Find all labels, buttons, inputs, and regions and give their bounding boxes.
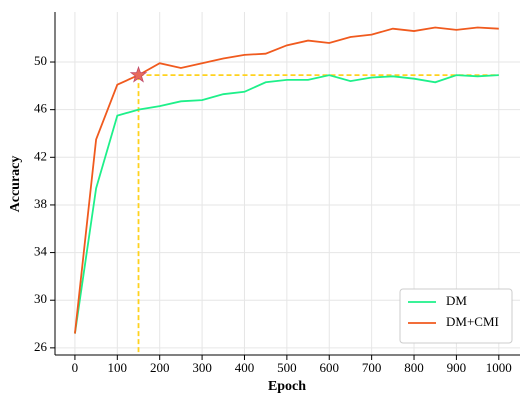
y-tick-label: 38 — [34, 196, 47, 211]
y-axis-label: Accuracy — [8, 156, 23, 213]
x-tick-label: 200 — [150, 360, 170, 375]
legend-label: DM+CMI — [446, 314, 499, 329]
x-tick-label: 0 — [72, 360, 79, 375]
y-tick-label: 30 — [34, 291, 47, 306]
x-axis-label: Epoch — [268, 379, 306, 394]
y-tick-label: 46 — [34, 101, 48, 116]
x-tick-label: 400 — [235, 360, 255, 375]
x-tick-label: 500 — [277, 360, 297, 375]
x-tick-label: 900 — [447, 360, 467, 375]
x-tick-label: 1000 — [486, 360, 512, 375]
y-tick-label: 26 — [34, 339, 48, 354]
highlight-star — [129, 65, 148, 83]
y-tick-label: 42 — [34, 148, 47, 163]
line — [74, 26, 499, 334]
x-tick-label: 800 — [404, 360, 424, 375]
x-tick-label: 300 — [192, 360, 212, 375]
x-tick-label: 100 — [108, 360, 128, 375]
x-tick-label: 700 — [362, 360, 382, 375]
line — [74, 74, 499, 334]
x-tick-label: 600 — [320, 360, 340, 375]
y-tick-label: 34 — [34, 244, 48, 259]
legend-label: DM — [446, 293, 467, 308]
y-tick-label: 50 — [34, 53, 47, 68]
